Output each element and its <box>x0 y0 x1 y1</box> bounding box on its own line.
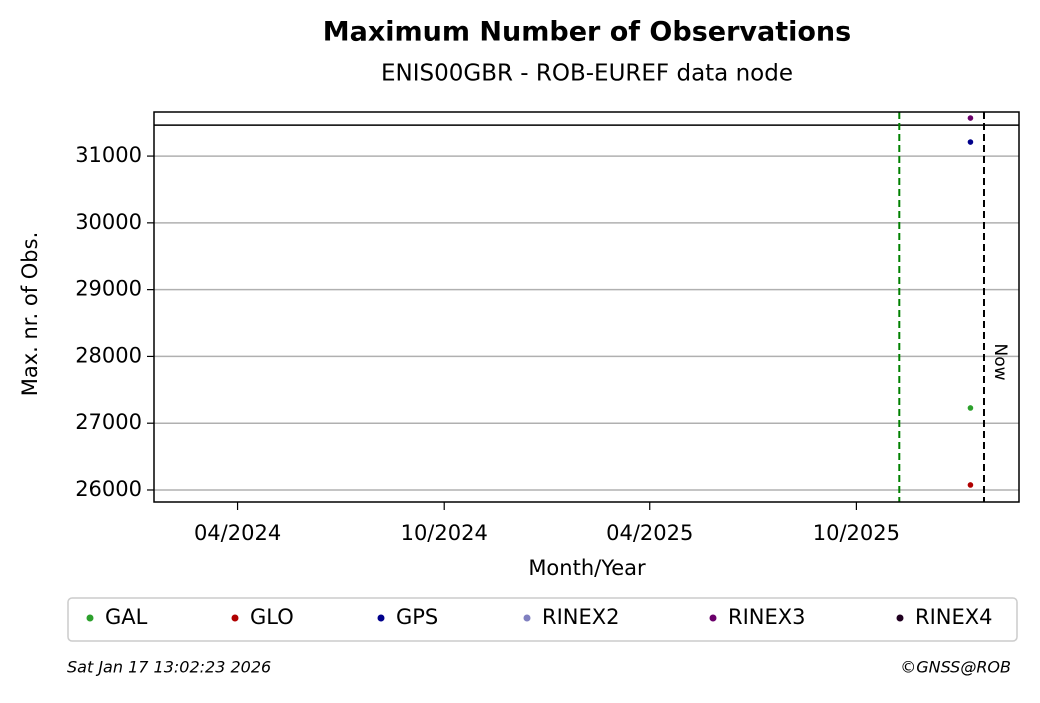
y-tick-label: 26000 <box>75 477 142 501</box>
point <box>967 482 974 488</box>
y-tick-label: 28000 <box>75 343 142 367</box>
x-tick-label: 10/2024 <box>401 521 488 545</box>
plot-frame <box>153 111 1020 503</box>
y-tick-label: 27000 <box>75 410 142 434</box>
y-tick-label: 29000 <box>75 277 142 301</box>
point <box>967 405 974 411</box>
legend-marker <box>377 614 385 622</box>
point <box>967 115 974 121</box>
legend-box <box>67 597 1018 642</box>
legend-marker <box>896 614 904 622</box>
legend-label: GPS <box>396 605 438 629</box>
legend-marker <box>523 614 531 622</box>
legend-marker <box>86 614 94 622</box>
y-tick-label: 30000 <box>75 210 142 234</box>
x-tick-label: 10/2025 <box>813 521 900 545</box>
timestamp: Sat Jan 17 13:02:23 2026 <box>67 658 271 677</box>
legend-label: GAL <box>105 605 148 629</box>
legend-marker <box>709 614 717 622</box>
x-tick-label: 04/2025 <box>606 521 693 545</box>
x-tick-label: 04/2024 <box>194 521 281 545</box>
chart-subtitle: ENIS00GBR - ROB-EUREF data node <box>381 61 793 87</box>
x-axis-label: Month/Year <box>528 556 646 580</box>
legend-label: RINEX2 <box>542 605 620 629</box>
y-axis-label: Max. nr. of Obs. <box>18 232 42 397</box>
reference-label: Now <box>990 343 1010 380</box>
legend-label: GLO <box>250 605 294 629</box>
point <box>967 139 974 145</box>
credit: ©GNSS@ROB <box>900 658 1011 677</box>
chart-title: Maximum Number of Observations <box>323 17 851 48</box>
legend-marker <box>231 614 239 622</box>
y-tick-label: 31000 <box>75 143 142 167</box>
legend-label: RINEX3 <box>728 605 806 629</box>
legend-label: RINEX4 <box>915 605 993 629</box>
